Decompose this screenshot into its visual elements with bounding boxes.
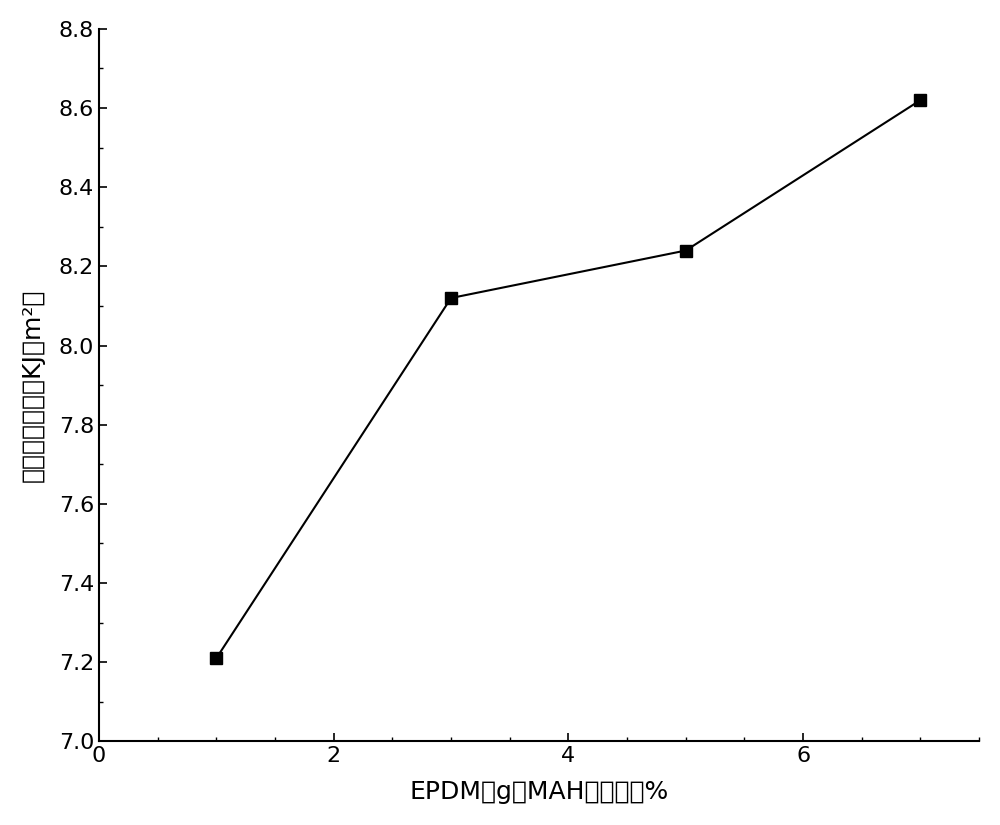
Y-axis label: 缺口冲击强度（KJ／m²）: 缺口冲击强度（KJ／m²） (21, 289, 45, 482)
X-axis label: EPDM－g－MAH的含量／%: EPDM－g－MAH的含量／% (409, 780, 669, 804)
